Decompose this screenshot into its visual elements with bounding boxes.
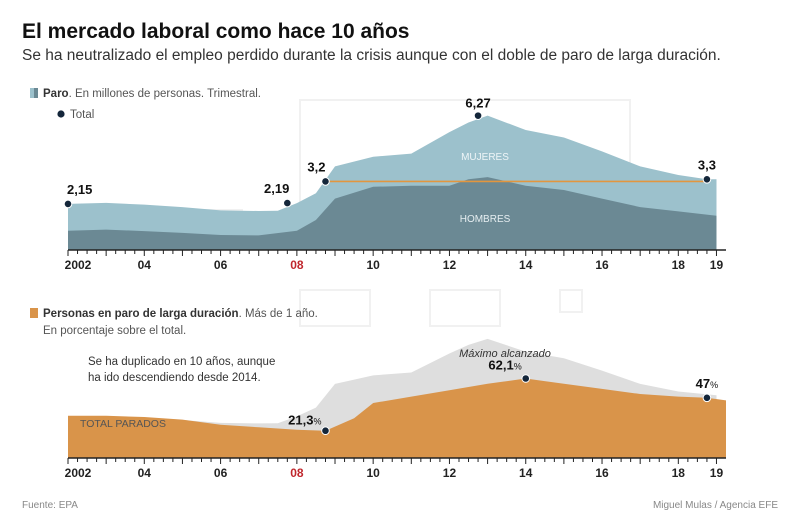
note-line-2: ha ido descendiendo desde 2014. bbox=[88, 372, 261, 384]
x-tick-label: 18 bbox=[672, 466, 686, 480]
legend-larga-duracion: Personas en paro de larga duración. Más … bbox=[43, 308, 318, 320]
chart-subtitle: Se ha neutralizado el empleo perdido dur… bbox=[22, 47, 721, 64]
data-label-paro: 2,15 bbox=[67, 182, 92, 197]
data-point-larga bbox=[702, 393, 712, 403]
x-tick-label: 2002 bbox=[65, 258, 92, 272]
x-tick-label: 08 bbox=[290, 258, 304, 272]
x-tick-label: 10 bbox=[366, 466, 380, 480]
series-area-hombres bbox=[68, 177, 717, 250]
annotation-maximo: Máximo alcanzado bbox=[459, 348, 551, 360]
series-label-hombres: HOMBRES bbox=[460, 214, 511, 225]
x-tick-label: 04 bbox=[138, 466, 152, 480]
watermark-shape bbox=[299, 289, 371, 327]
legend-swatch-hombres bbox=[34, 88, 38, 98]
series-label-mujeres: MUJERES bbox=[461, 152, 509, 163]
x-tick-label: 2002 bbox=[65, 466, 92, 480]
legend-paro-title: Paro bbox=[43, 88, 69, 100]
x-tick-label: 14 bbox=[519, 466, 533, 480]
data-point-paro bbox=[283, 198, 292, 208]
chart-title: El mercado laboral como hace 10 años bbox=[22, 20, 410, 43]
x-tick-label: 04 bbox=[138, 258, 152, 272]
x-tick-label: 12 bbox=[443, 466, 457, 480]
watermark-shape bbox=[559, 289, 583, 313]
legend-paro-subtitle: . En millones de personas. Trimestral. bbox=[69, 88, 261, 100]
legend-swatch-larga bbox=[30, 308, 38, 318]
source-label: Fuente: EPA bbox=[22, 500, 78, 511]
note-line-1: Se ha duplicado en 10 años, aunque bbox=[88, 356, 275, 368]
x-tick-label: 06 bbox=[214, 258, 228, 272]
x-tick-label: 18 bbox=[672, 258, 686, 272]
x-tick-label: 10 bbox=[366, 258, 380, 272]
data-label-paro: 3,2 bbox=[307, 159, 325, 174]
series-area-larga-duracion bbox=[68, 378, 726, 458]
data-point-paro bbox=[473, 111, 483, 120]
x-tick-label: 06 bbox=[214, 466, 228, 480]
credit-label: Miguel Mulas / Agencia EFE bbox=[652, 500, 778, 511]
legend-total-label: Total bbox=[70, 109, 94, 121]
x-tick-label: 19 bbox=[710, 258, 724, 272]
data-point-paro bbox=[63, 199, 73, 209]
data-point-paro bbox=[702, 174, 712, 184]
x-tick-label: 16 bbox=[595, 466, 609, 480]
total-parados-label: TOTAL PARADOS bbox=[80, 418, 166, 430]
data-label-larga: 21,3% bbox=[288, 413, 321, 428]
x-tick-label: 16 bbox=[595, 258, 609, 272]
legend-larga-subtitle: . Más de 1 año. bbox=[239, 308, 318, 320]
legend-paro: Paro. En millones de personas. Trimestra… bbox=[43, 88, 261, 100]
data-point-larga bbox=[321, 426, 330, 436]
data-point-larga bbox=[521, 374, 531, 383]
data-label-larga: 47% bbox=[696, 376, 718, 391]
legend-larga-title: Personas en paro de larga duración bbox=[43, 308, 239, 320]
watermark-shape bbox=[429, 289, 501, 327]
x-tick-label: 19 bbox=[710, 466, 724, 480]
data-point-paro bbox=[321, 177, 330, 186]
x-tick-label: 14 bbox=[519, 258, 533, 272]
legend-total-dot bbox=[57, 110, 65, 118]
data-label-paro: 2,19 bbox=[264, 181, 289, 196]
legend-larga-subtitle2: En porcentaje sobre el total. bbox=[43, 325, 186, 337]
x-tick-label: 12 bbox=[443, 258, 457, 272]
x-tick-label: 08 bbox=[290, 466, 304, 480]
data-label-larga: 62,1% bbox=[488, 358, 521, 373]
data-label-paro: 3,3 bbox=[698, 157, 716, 172]
data-label-paro: 6,27 bbox=[465, 96, 490, 111]
